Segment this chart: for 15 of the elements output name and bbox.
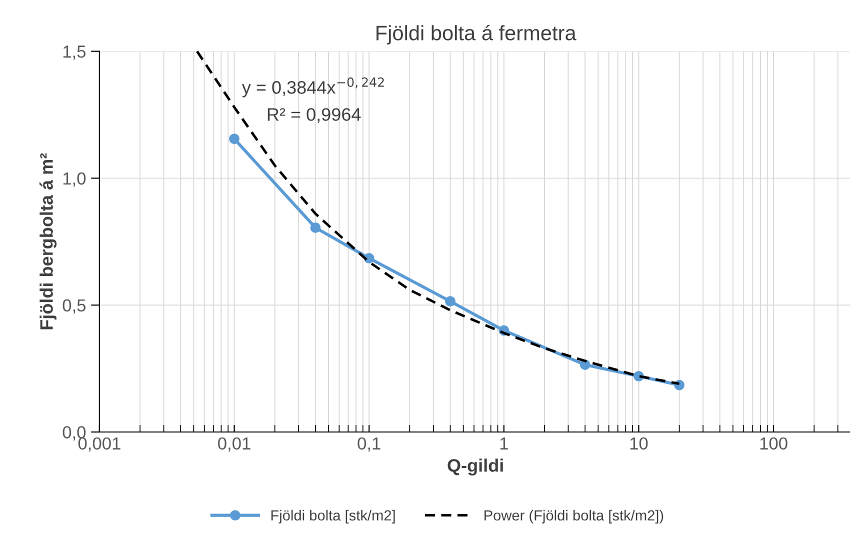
x-axis-title: Q-gildi [448, 458, 503, 476]
legend-label: Fjöldi bolta [stk/m2] [271, 510, 395, 524]
y-tick-label: 1,0 [63, 172, 86, 187]
y-tick-label: 1,5 [63, 46, 86, 60]
annotation: R² = 0,9964 [268, 108, 361, 123]
x-tick-label: 0,01 [218, 437, 250, 452]
y-axis-title: Fjöldi bergbolta á m² [40, 153, 57, 330]
annotation: y = 0,3844x$^{−0,242}$ [242, 77, 384, 98]
x-tick-label: 100 [760, 437, 788, 450]
x-tick-label: 10 [630, 437, 648, 450]
chart-title: Fjöldi bolta á fermetra [376, 24, 576, 45]
legend-label: Power (Fjöldi bolta [stk/m2]) [484, 510, 664, 524]
y-tick-label: 0,5 [62, 299, 86, 314]
x-tick-label: 1 [500, 438, 508, 450]
x-tick-label: 0,1 [358, 437, 380, 452]
